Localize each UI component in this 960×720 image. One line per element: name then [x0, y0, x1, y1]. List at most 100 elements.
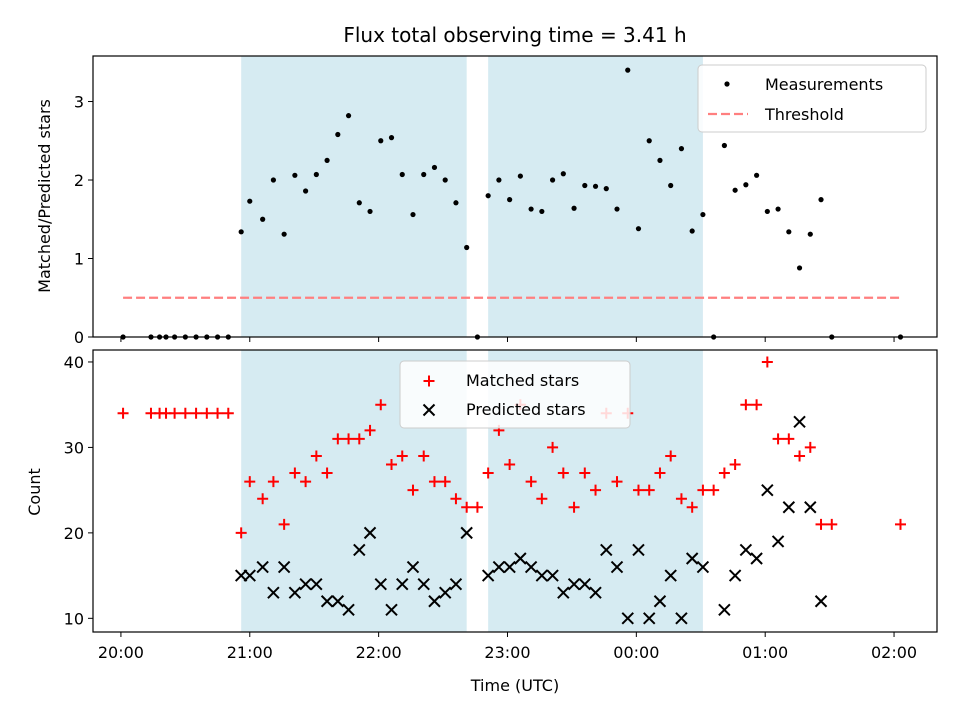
measurement-point: [442, 177, 448, 183]
predicted-star-point: [396, 577, 409, 591]
predicted-star-point: [761, 483, 774, 497]
bottom-x-ticks: 20:00 21:00 22:00 23:00 00:00 01:00 02:00: [98, 632, 917, 662]
measurement-point: [625, 67, 631, 73]
measurement-point: [260, 216, 266, 222]
top-y-ticks: 0 1 2 3: [74, 93, 93, 347]
measurement-point: [721, 142, 727, 149]
measurement-point: [796, 265, 803, 271]
matched-star-point: [235, 527, 247, 539]
predicted-star-point: [664, 569, 677, 582]
predicted-star-point: [243, 569, 256, 582]
x-tick-label: 23:00: [484, 643, 530, 662]
measurement-point: [646, 138, 652, 144]
legend-threshold-label: Threshold: [764, 105, 844, 124]
top-y-axis-label: Matched/Predicted stars: [35, 99, 54, 293]
matched-star-point: [783, 433, 795, 445]
legend-measurements-marker: [724, 81, 730, 87]
predicted-star-point: [320, 595, 334, 608]
predicted-star-point: [503, 560, 516, 574]
predicted-star-point: [438, 586, 452, 599]
legend-box: [399, 360, 631, 429]
measurement-point: [238, 229, 244, 235]
y-tick-label: 10: [64, 609, 84, 628]
predicted-star-point: [256, 560, 269, 574]
top-axes-frame: [92, 55, 938, 338]
predicted-star-point: [524, 560, 538, 574]
measurement-point: [786, 229, 792, 235]
matched-star-point: [729, 459, 741, 471]
matched-star-point: [471, 501, 483, 513]
predicted-star-point: [449, 577, 463, 591]
measurement-point: [324, 157, 330, 163]
matched-star-point: [289, 467, 301, 479]
matched-star-point: [375, 399, 387, 411]
predicted-star-point: [589, 586, 602, 599]
measurement-point: [560, 171, 566, 177]
measurement-point: [732, 187, 738, 193]
measurement-point: [313, 171, 319, 178]
matched-star-point: [804, 441, 816, 453]
legend-matched-marker: [423, 375, 435, 387]
matched-star-point: [740, 399, 752, 411]
predicted-star-point: [481, 569, 495, 582]
measurement-point: [614, 206, 620, 212]
matched-star-point: [353, 433, 365, 445]
measurement-point: [668, 182, 674, 189]
matched-star-point: [686, 501, 698, 513]
predicted-star-point: [685, 552, 699, 565]
measurement-point: [281, 231, 287, 237]
measurement-point: [775, 206, 781, 212]
matched-star-point: [643, 484, 655, 496]
y-tick-label: 20: [64, 524, 84, 543]
matched-star-point: [364, 424, 376, 436]
y-tick-label: 1: [74, 250, 84, 269]
matched-star-point: [461, 501, 473, 513]
predicted-star-point: [621, 612, 634, 625]
matched-star-point: [179, 407, 191, 419]
matched-star-point: [222, 407, 234, 419]
predicted-star-point: [804, 501, 817, 514]
measurement-point: [303, 188, 309, 194]
measurement-point: [421, 171, 427, 178]
matched-star-point: [590, 484, 602, 496]
predicted-star-point: [814, 595, 828, 608]
matched-star-point: [482, 467, 494, 479]
matched-star-point: [632, 484, 644, 496]
predicted-star-point: [750, 552, 763, 565]
predicted-star-point: [632, 543, 645, 557]
measurement-point: [603, 186, 609, 192]
y-tick-label: 2: [74, 171, 84, 190]
matched-star-point: [579, 467, 591, 479]
measurement-point: [247, 198, 253, 204]
measurement-point: [367, 208, 373, 215]
matched-star-point: [761, 356, 773, 368]
matched-star-point: [212, 407, 224, 419]
measurement-point: [388, 135, 395, 141]
predicted-star-point: [385, 603, 398, 616]
measurement-point: [635, 226, 642, 232]
predicted-star-point: [653, 595, 667, 608]
matched-star-point: [815, 518, 827, 530]
x-tick-label: 22:00: [356, 643, 402, 662]
predicted-star-point: [718, 603, 731, 616]
x-axis-label: Time (UTC): [470, 676, 559, 695]
measurement-point: [292, 172, 298, 178]
measurement-point: [485, 193, 491, 199]
y-tick-label: 30: [64, 438, 84, 457]
matched-star-point: [278, 518, 290, 530]
predicted-star-point: [460, 526, 473, 540]
matched-star-point: [428, 476, 440, 488]
measurement-point: [807, 231, 813, 237]
measurement-point: [410, 211, 416, 218]
measurement-point: [356, 200, 362, 206]
matched-star-point: [300, 476, 312, 488]
x-tick-label: 20:00: [98, 643, 144, 662]
measurement-point: [700, 211, 706, 218]
matched-star-point: [525, 476, 537, 488]
matched-star-point: [117, 407, 129, 419]
matched-star-point: [611, 476, 623, 488]
predicted-star-point: [277, 560, 291, 574]
measurement-point: [678, 146, 685, 152]
